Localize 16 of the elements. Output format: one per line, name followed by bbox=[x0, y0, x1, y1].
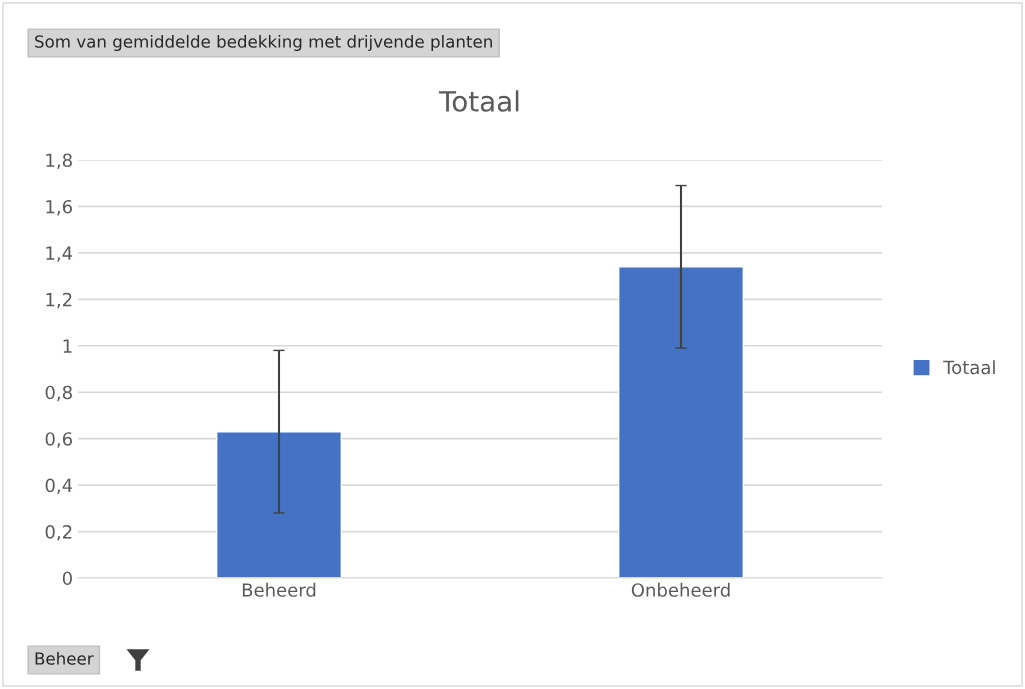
y-tick-label: 1,8 bbox=[46, 153, 72, 169]
x-tick-label: Beheerd bbox=[242, 582, 316, 597]
y-tick-label: 0,6 bbox=[45, 432, 72, 448]
y-tick-label: 1,6 bbox=[46, 199, 72, 216]
y-tick-label: 0,4 bbox=[45, 478, 73, 495]
x-tick-label: Onbeheerd bbox=[631, 582, 730, 597]
legend-label: Totaal bbox=[943, 360, 995, 375]
y-tick-label: 0,2 bbox=[45, 525, 72, 541]
y-tick-label: 1,2 bbox=[46, 292, 72, 309]
y-tick-label: 1,4 bbox=[46, 246, 73, 262]
y-tick-label: 0,8 bbox=[45, 385, 72, 402]
y-tick-label: 1 bbox=[63, 339, 72, 353]
text: Beheer bbox=[35, 651, 94, 665]
y-tick-label: 0 bbox=[62, 571, 72, 586]
text: Som van gemiddelde bedekking met drijvende planten bbox=[35, 34, 492, 52]
chart-title: Totaal bbox=[438, 90, 519, 112]
